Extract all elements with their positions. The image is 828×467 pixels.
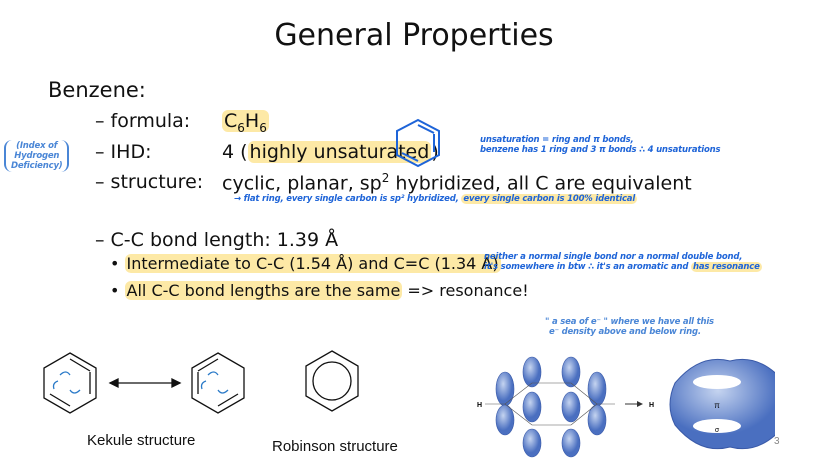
label: structure: xyxy=(110,171,204,193)
resonance-arrow-icon xyxy=(108,377,182,389)
h: H xyxy=(244,110,260,132)
label: formula: xyxy=(110,110,191,132)
highlight: Intermediate to C-C (1.54 Å) and C=C (1.… xyxy=(124,254,501,273)
p-orbitals xyxy=(495,356,607,458)
unsaturation-note: unsaturation = ring and π bonds, benzene… xyxy=(480,135,721,155)
orbital-diagram: π σ H H xyxy=(477,356,775,458)
sup: 2 xyxy=(381,171,390,185)
ihd-value: 4 (highly unsaturated) xyxy=(222,141,439,163)
line: e⁻ density above and below ring. xyxy=(549,327,701,337)
bond-note: neither a normal single bond nor a norma… xyxy=(484,252,762,272)
robinson-caption: Robinson structure xyxy=(272,438,398,455)
structure-label: – structure: xyxy=(95,171,203,193)
structure-value: cyclic, planar, sp2 hybridized, all C ar… xyxy=(222,171,692,194)
highlight: every single carbon is 100% identical xyxy=(461,194,638,204)
kekule-structure-1 xyxy=(43,352,97,414)
line: Deficiency) xyxy=(11,161,63,171)
ihd-label: – IHD: xyxy=(95,141,151,163)
ihd-note: (Index of Hydrogen Deficiency) xyxy=(4,140,70,172)
ihd-highlight: highly unsaturated xyxy=(247,141,432,163)
dash: – xyxy=(95,141,105,163)
resonance-structures xyxy=(43,350,359,414)
pi-label: π xyxy=(714,401,720,410)
line: Hydrogen xyxy=(14,151,60,161)
sub: 6 xyxy=(259,120,267,135)
formula-value: C6H6 xyxy=(222,110,269,135)
sigma-frame xyxy=(485,382,615,426)
pi-cloud xyxy=(669,358,775,450)
benzene-hexagon-icon xyxy=(396,118,440,168)
line: neither a normal single bond nor a norma… xyxy=(484,252,743,262)
dash: – xyxy=(95,171,105,193)
text: it's somewhere in btw ∴ it's an aromatic… xyxy=(484,262,691,272)
reaction-arrow-icon xyxy=(625,401,643,407)
line: (Index of xyxy=(16,141,58,151)
bullet-same: • All C-C bond lengths are the same => r… xyxy=(110,281,529,300)
prefix: 4 ( xyxy=(222,141,248,163)
suffix: => resonance! xyxy=(402,281,529,300)
line: it's somewhere in btw ∴ it's an aromatic… xyxy=(484,262,762,272)
line: " a sea of e⁻ " where we have all this xyxy=(545,317,714,327)
line: benzene has 1 ring and 3 π bonds ∴ 4 uns… xyxy=(480,145,721,155)
bullet: • xyxy=(110,254,120,273)
robinson-structure xyxy=(305,350,359,412)
line: unsaturation = ring and π bonds, xyxy=(480,135,634,145)
bullet: • xyxy=(110,281,120,300)
text: hybridized, all C are equivalent xyxy=(389,172,692,195)
subject-heading: Benzene: xyxy=(48,78,146,102)
bullet-intermediate: • Intermediate to C-C (1.54 Å) and C=C (… xyxy=(110,254,501,273)
highlight: has resonance xyxy=(690,262,762,272)
formula-label: – formula: xyxy=(95,110,190,132)
text: → flat ring, every single carbon is sp² … xyxy=(234,194,462,204)
suffix: ) xyxy=(431,141,439,163)
h-label: H xyxy=(649,402,654,409)
sea-note: " a sea of e⁻ " where we have all this e… xyxy=(545,317,714,337)
label: IHD: xyxy=(110,141,152,163)
dash: – xyxy=(95,110,105,132)
highlight: All C-C bond lengths are the same xyxy=(124,281,403,300)
page-number: 3 xyxy=(774,436,780,447)
formula-highlight: C6H6 xyxy=(222,110,269,135)
slide-title: General Properties xyxy=(274,18,554,53)
sub: 6 xyxy=(237,120,245,135)
kekule-structure-2 xyxy=(191,352,245,414)
bond-length: – C-C bond length: 1.39 Å xyxy=(95,229,339,251)
h-label: H xyxy=(477,402,482,409)
text: cyclic, planar, sp xyxy=(222,172,382,195)
structure-note: → flat ring, every single carbon is sp² … xyxy=(234,194,638,204)
c: C xyxy=(224,110,238,132)
kekule-caption: Kekule structure xyxy=(87,432,196,449)
sigma-label: σ xyxy=(715,427,720,434)
